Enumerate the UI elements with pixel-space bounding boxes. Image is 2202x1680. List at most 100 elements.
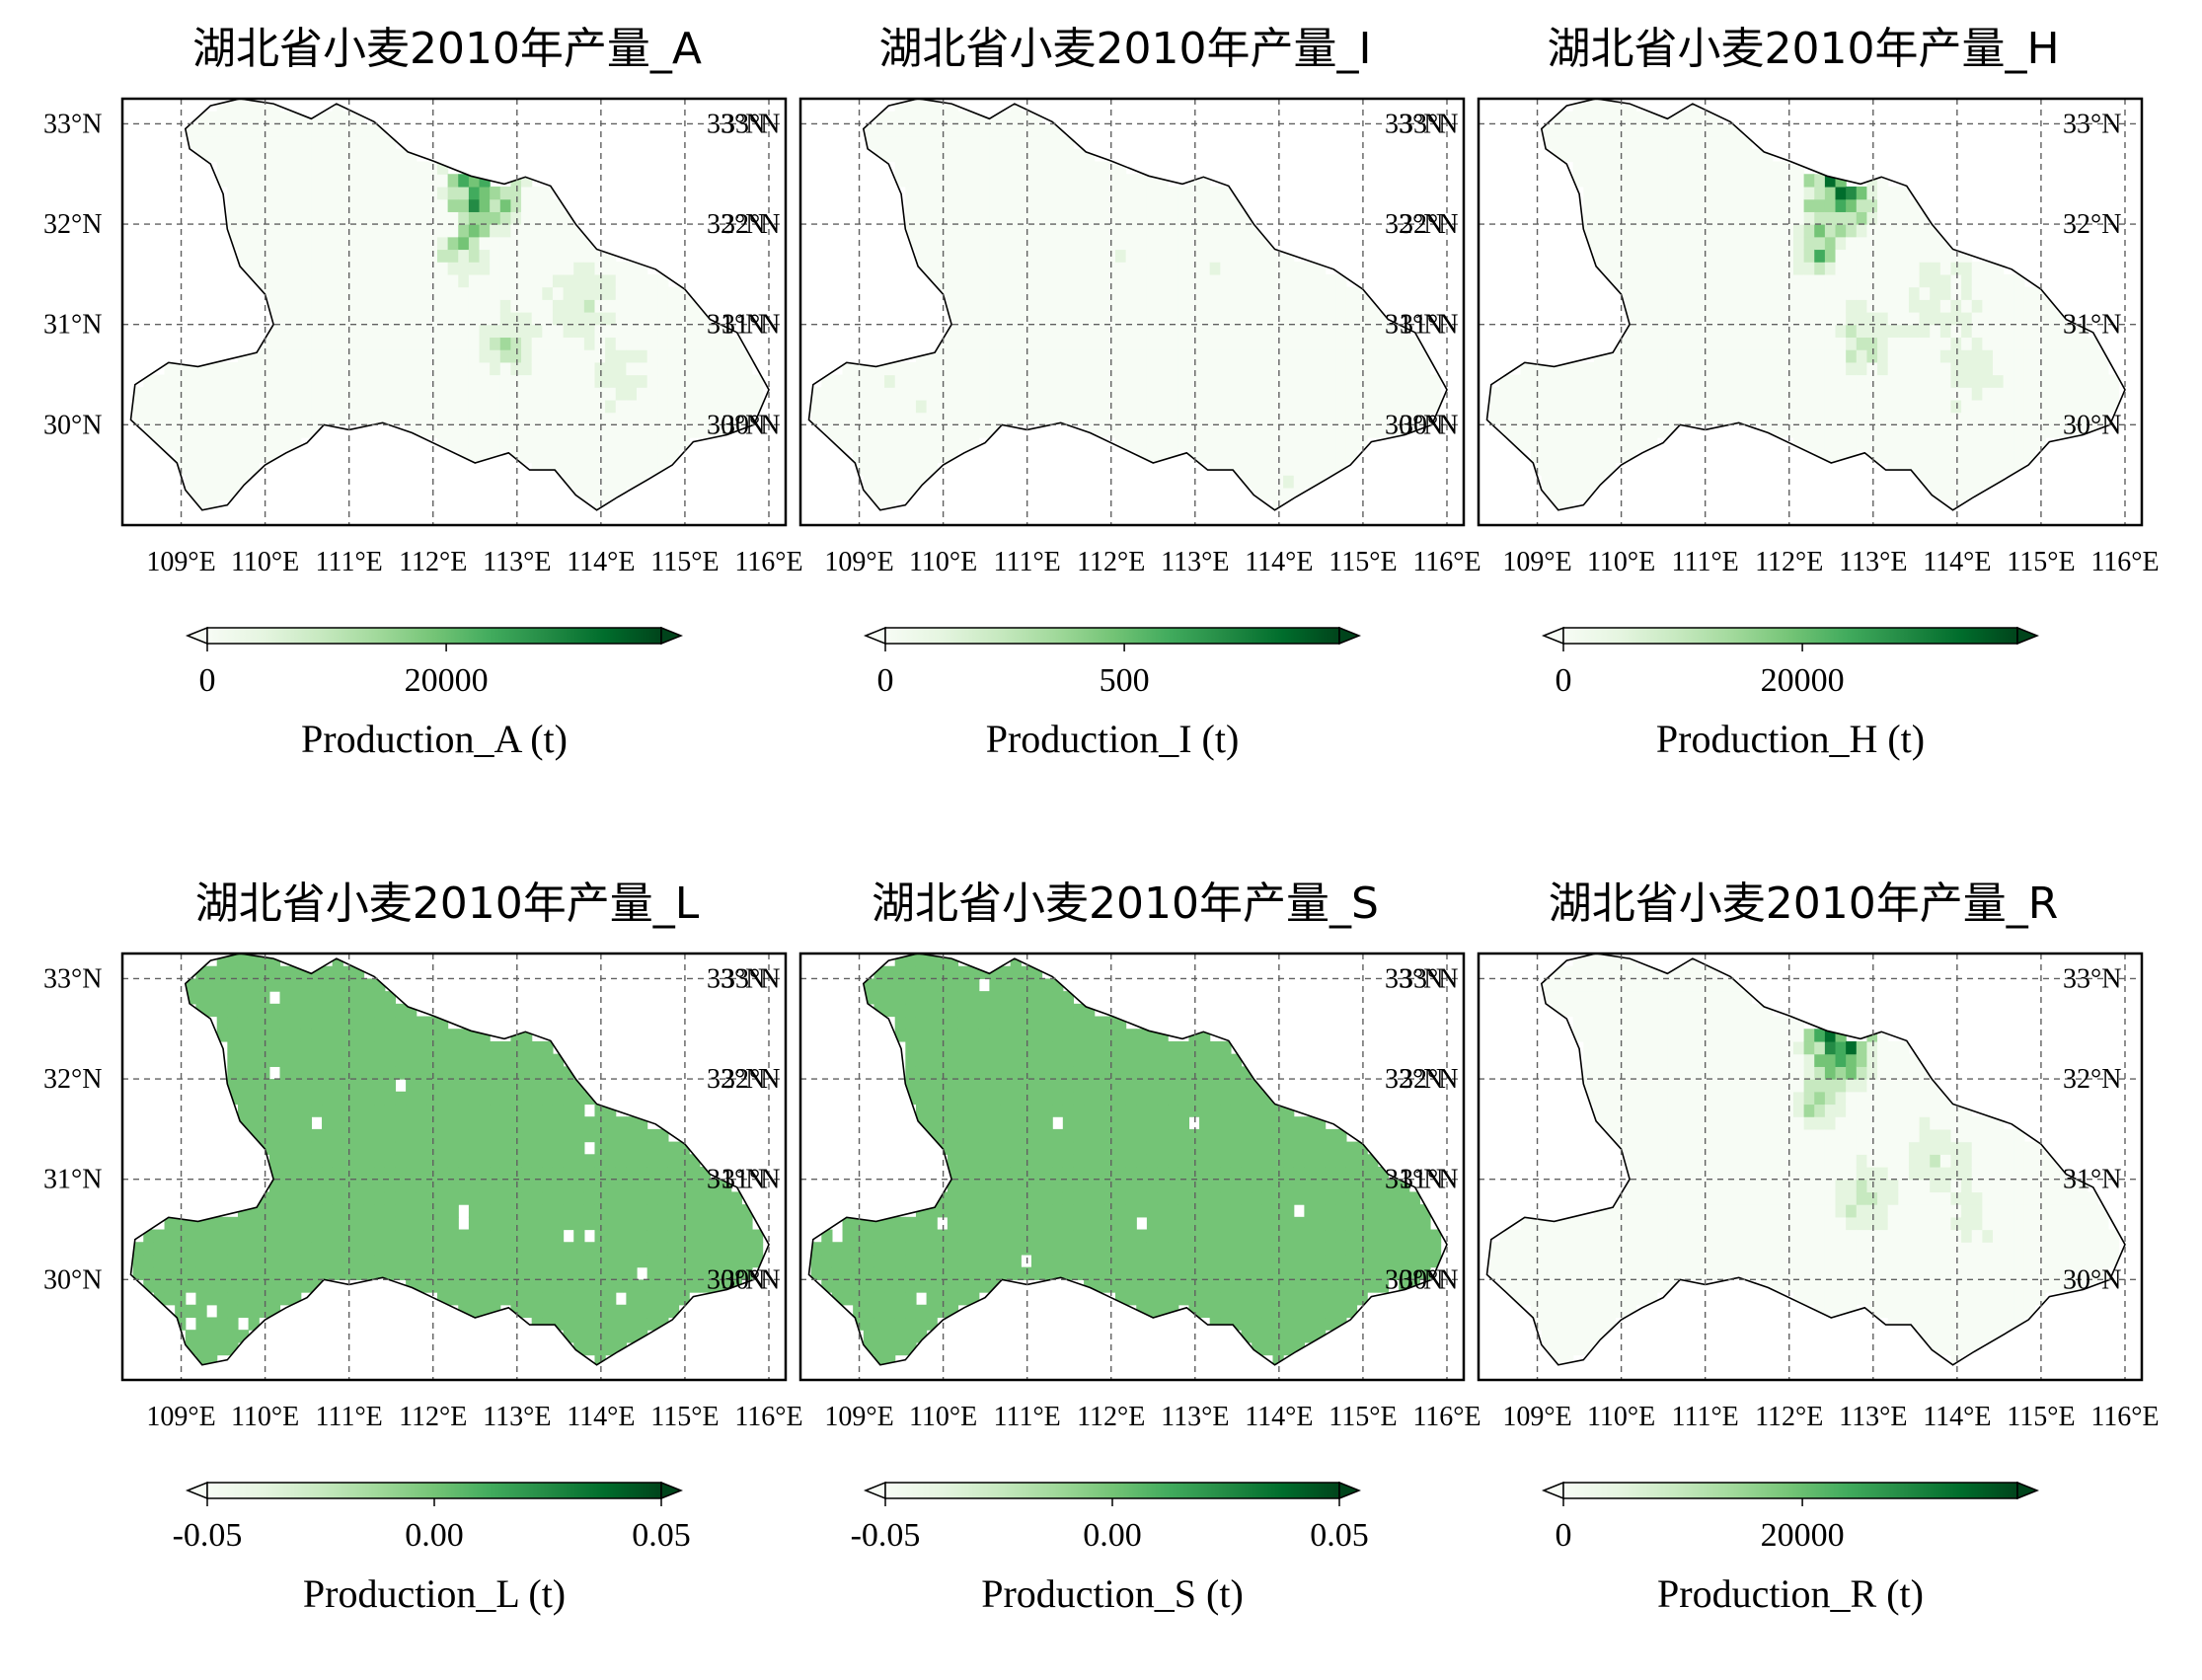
grid-cell — [1877, 249, 1888, 262]
grid-cell — [1583, 174, 1594, 187]
grid-cell — [437, 1029, 448, 1041]
grid-cell — [364, 149, 375, 162]
grid-cell — [1866, 274, 1877, 287]
grid-cell — [385, 187, 396, 199]
grid-cell — [1126, 287, 1137, 300]
grid-cell — [301, 413, 312, 425]
grid-cell — [905, 1217, 916, 1230]
grid-cell — [895, 437, 906, 450]
grid-cell — [573, 1305, 584, 1318]
grid-cell — [957, 1242, 968, 1255]
grid-cell — [1262, 362, 1273, 375]
grid-cell — [1188, 199, 1199, 212]
grid-cell — [1615, 375, 1626, 388]
grid-cell — [154, 424, 165, 437]
grid-cell — [1657, 162, 1668, 175]
grid-cell — [1231, 437, 1242, 450]
grid-cell — [1242, 413, 1253, 425]
grid-cell — [1898, 299, 1909, 312]
grid-cell — [1699, 199, 1709, 212]
grid-cell — [342, 1092, 353, 1105]
grid-cell — [353, 149, 364, 162]
grid-cell — [2024, 287, 2035, 300]
grid-cell — [1888, 424, 1899, 437]
grid-cell — [1231, 375, 1242, 388]
grid-cell — [206, 375, 217, 388]
grid-cell — [1335, 349, 1346, 362]
grid-cell — [553, 299, 564, 312]
grid-cell — [1993, 450, 2004, 463]
grid-cell — [2004, 337, 2014, 349]
grid-cell — [186, 1255, 196, 1267]
grid-cell — [1583, 375, 1594, 388]
grid-cell — [1042, 325, 1053, 338]
grid-cell — [490, 1255, 500, 1267]
grid-cell — [884, 1267, 895, 1280]
grid-cell — [480, 1180, 491, 1192]
grid-cell — [968, 149, 979, 162]
grid-cell — [616, 325, 627, 338]
grid-cell — [1836, 237, 1847, 250]
grid-cell — [1158, 249, 1169, 262]
grid-cell — [1982, 375, 1993, 388]
grid-cell — [437, 1154, 448, 1167]
grid-cell — [195, 1230, 206, 1243]
grid-cell — [1689, 224, 1700, 237]
grid-cell — [916, 424, 927, 437]
grid-cell — [542, 1167, 553, 1180]
grid-cell — [1836, 375, 1847, 388]
grid-cell — [1909, 199, 1920, 212]
grid-cell — [1667, 387, 1678, 400]
grid-cell — [259, 1217, 269, 1230]
grid-cell — [1242, 287, 1253, 300]
grid-cell — [1940, 437, 1951, 450]
grid-cell — [679, 424, 690, 437]
grid-cell — [374, 1230, 385, 1243]
grid-cell — [594, 337, 605, 349]
grid-cell — [1678, 262, 1689, 274]
grid-cell — [238, 123, 249, 136]
grid-cell — [616, 349, 627, 362]
grid-cell — [374, 1029, 385, 1041]
grid-cell — [1063, 136, 1074, 149]
grid-cell — [1136, 437, 1147, 450]
grid-cell — [1657, 123, 1668, 136]
grid-cell — [395, 199, 406, 212]
grid-cell — [1262, 312, 1273, 325]
grid-cell — [1210, 237, 1221, 250]
grid-cell — [873, 136, 884, 149]
grid-cell — [279, 1230, 290, 1243]
grid-cell — [884, 488, 895, 500]
grid-cell — [1762, 325, 1773, 338]
lon-label: 109°E — [1502, 547, 1571, 577]
grid-cell — [165, 413, 176, 425]
grid-cell — [1231, 274, 1242, 287]
grid-cell — [594, 1330, 605, 1342]
grid-cell — [154, 413, 165, 425]
grid-cell — [616, 475, 627, 488]
grid-cell — [884, 1230, 895, 1243]
grid-cell — [353, 1104, 364, 1116]
grid-cell — [195, 1292, 206, 1305]
grid-cell — [186, 387, 196, 400]
grid-cell — [1615, 387, 1626, 400]
grid-cell — [374, 1180, 385, 1192]
grid-cell — [584, 337, 595, 349]
grid-cell — [301, 1180, 312, 1192]
grid-cell — [637, 1317, 647, 1330]
grid-cell — [301, 349, 312, 362]
grid-cell — [668, 325, 679, 338]
grid-cell — [448, 174, 459, 187]
grid-cell — [426, 1054, 437, 1067]
grid-cell — [710, 362, 721, 375]
lat-label-left: 32°N — [43, 209, 102, 240]
grid-cell — [532, 199, 543, 212]
grid-cell — [1158, 375, 1169, 388]
grid-cell — [490, 1066, 500, 1079]
grid-cell — [1168, 325, 1178, 338]
grid-cell — [1231, 211, 1242, 224]
grid-cell — [322, 1079, 333, 1092]
grid-cell — [1136, 400, 1147, 413]
grid-cell — [1866, 224, 1877, 237]
